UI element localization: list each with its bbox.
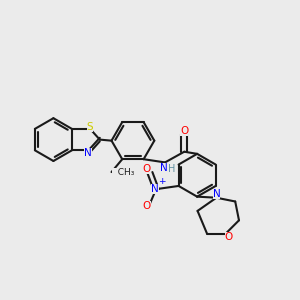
Text: N: N (212, 189, 220, 199)
Text: O: O (180, 125, 188, 136)
Text: O: O (142, 201, 151, 211)
Text: CH₃: CH₃ (112, 167, 134, 176)
Text: N: N (151, 184, 158, 194)
Text: O: O (225, 232, 233, 242)
Text: O: O (142, 164, 151, 174)
Text: +: + (158, 177, 166, 186)
Text: N: N (84, 148, 92, 158)
Text: N: N (160, 163, 167, 173)
Text: H: H (168, 164, 175, 174)
Text: S: S (87, 122, 93, 132)
